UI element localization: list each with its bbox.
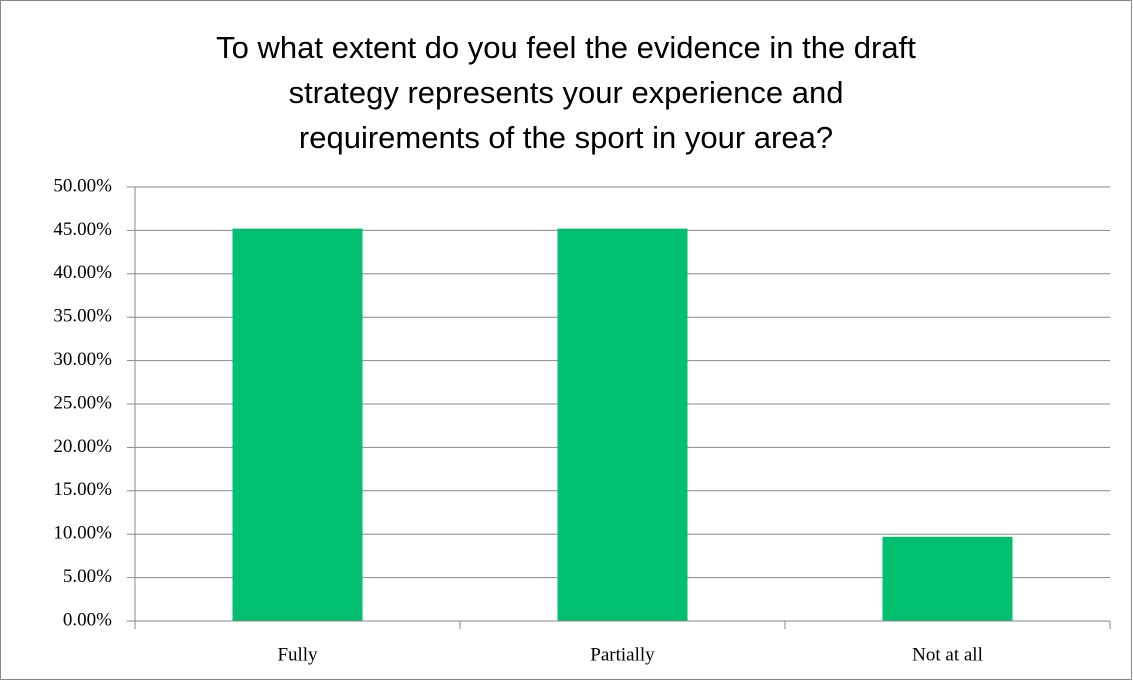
y-tick-label: 50.00% [53,175,112,196]
bar [232,228,363,621]
y-tick-label: 40.00% [53,262,112,283]
y-tick-label: 0.00% [63,609,112,630]
y-tick-label: 20.00% [53,436,112,457]
y-tick-label: 25.00% [53,392,112,413]
y-tick-label: 10.00% [53,523,112,544]
x-tick-label: Fully [277,644,318,665]
y-tick-label: 35.00% [53,306,112,327]
y-tick-label: 45.00% [53,219,112,240]
chart-title: requirements of the sport in your area? [299,120,833,155]
bar [882,536,1013,621]
chart-title: strategy represents your experience and [289,75,844,110]
y-tick-label: 5.00% [63,566,112,587]
x-tick-label: Not at all [912,644,983,665]
y-tick-label: 30.00% [53,349,112,370]
chart-title: To what extent do you feel the evidence … [216,30,916,65]
x-tick-label: Partially [590,644,655,665]
y-tick-label: 15.00% [53,479,112,500]
bar [557,228,688,621]
